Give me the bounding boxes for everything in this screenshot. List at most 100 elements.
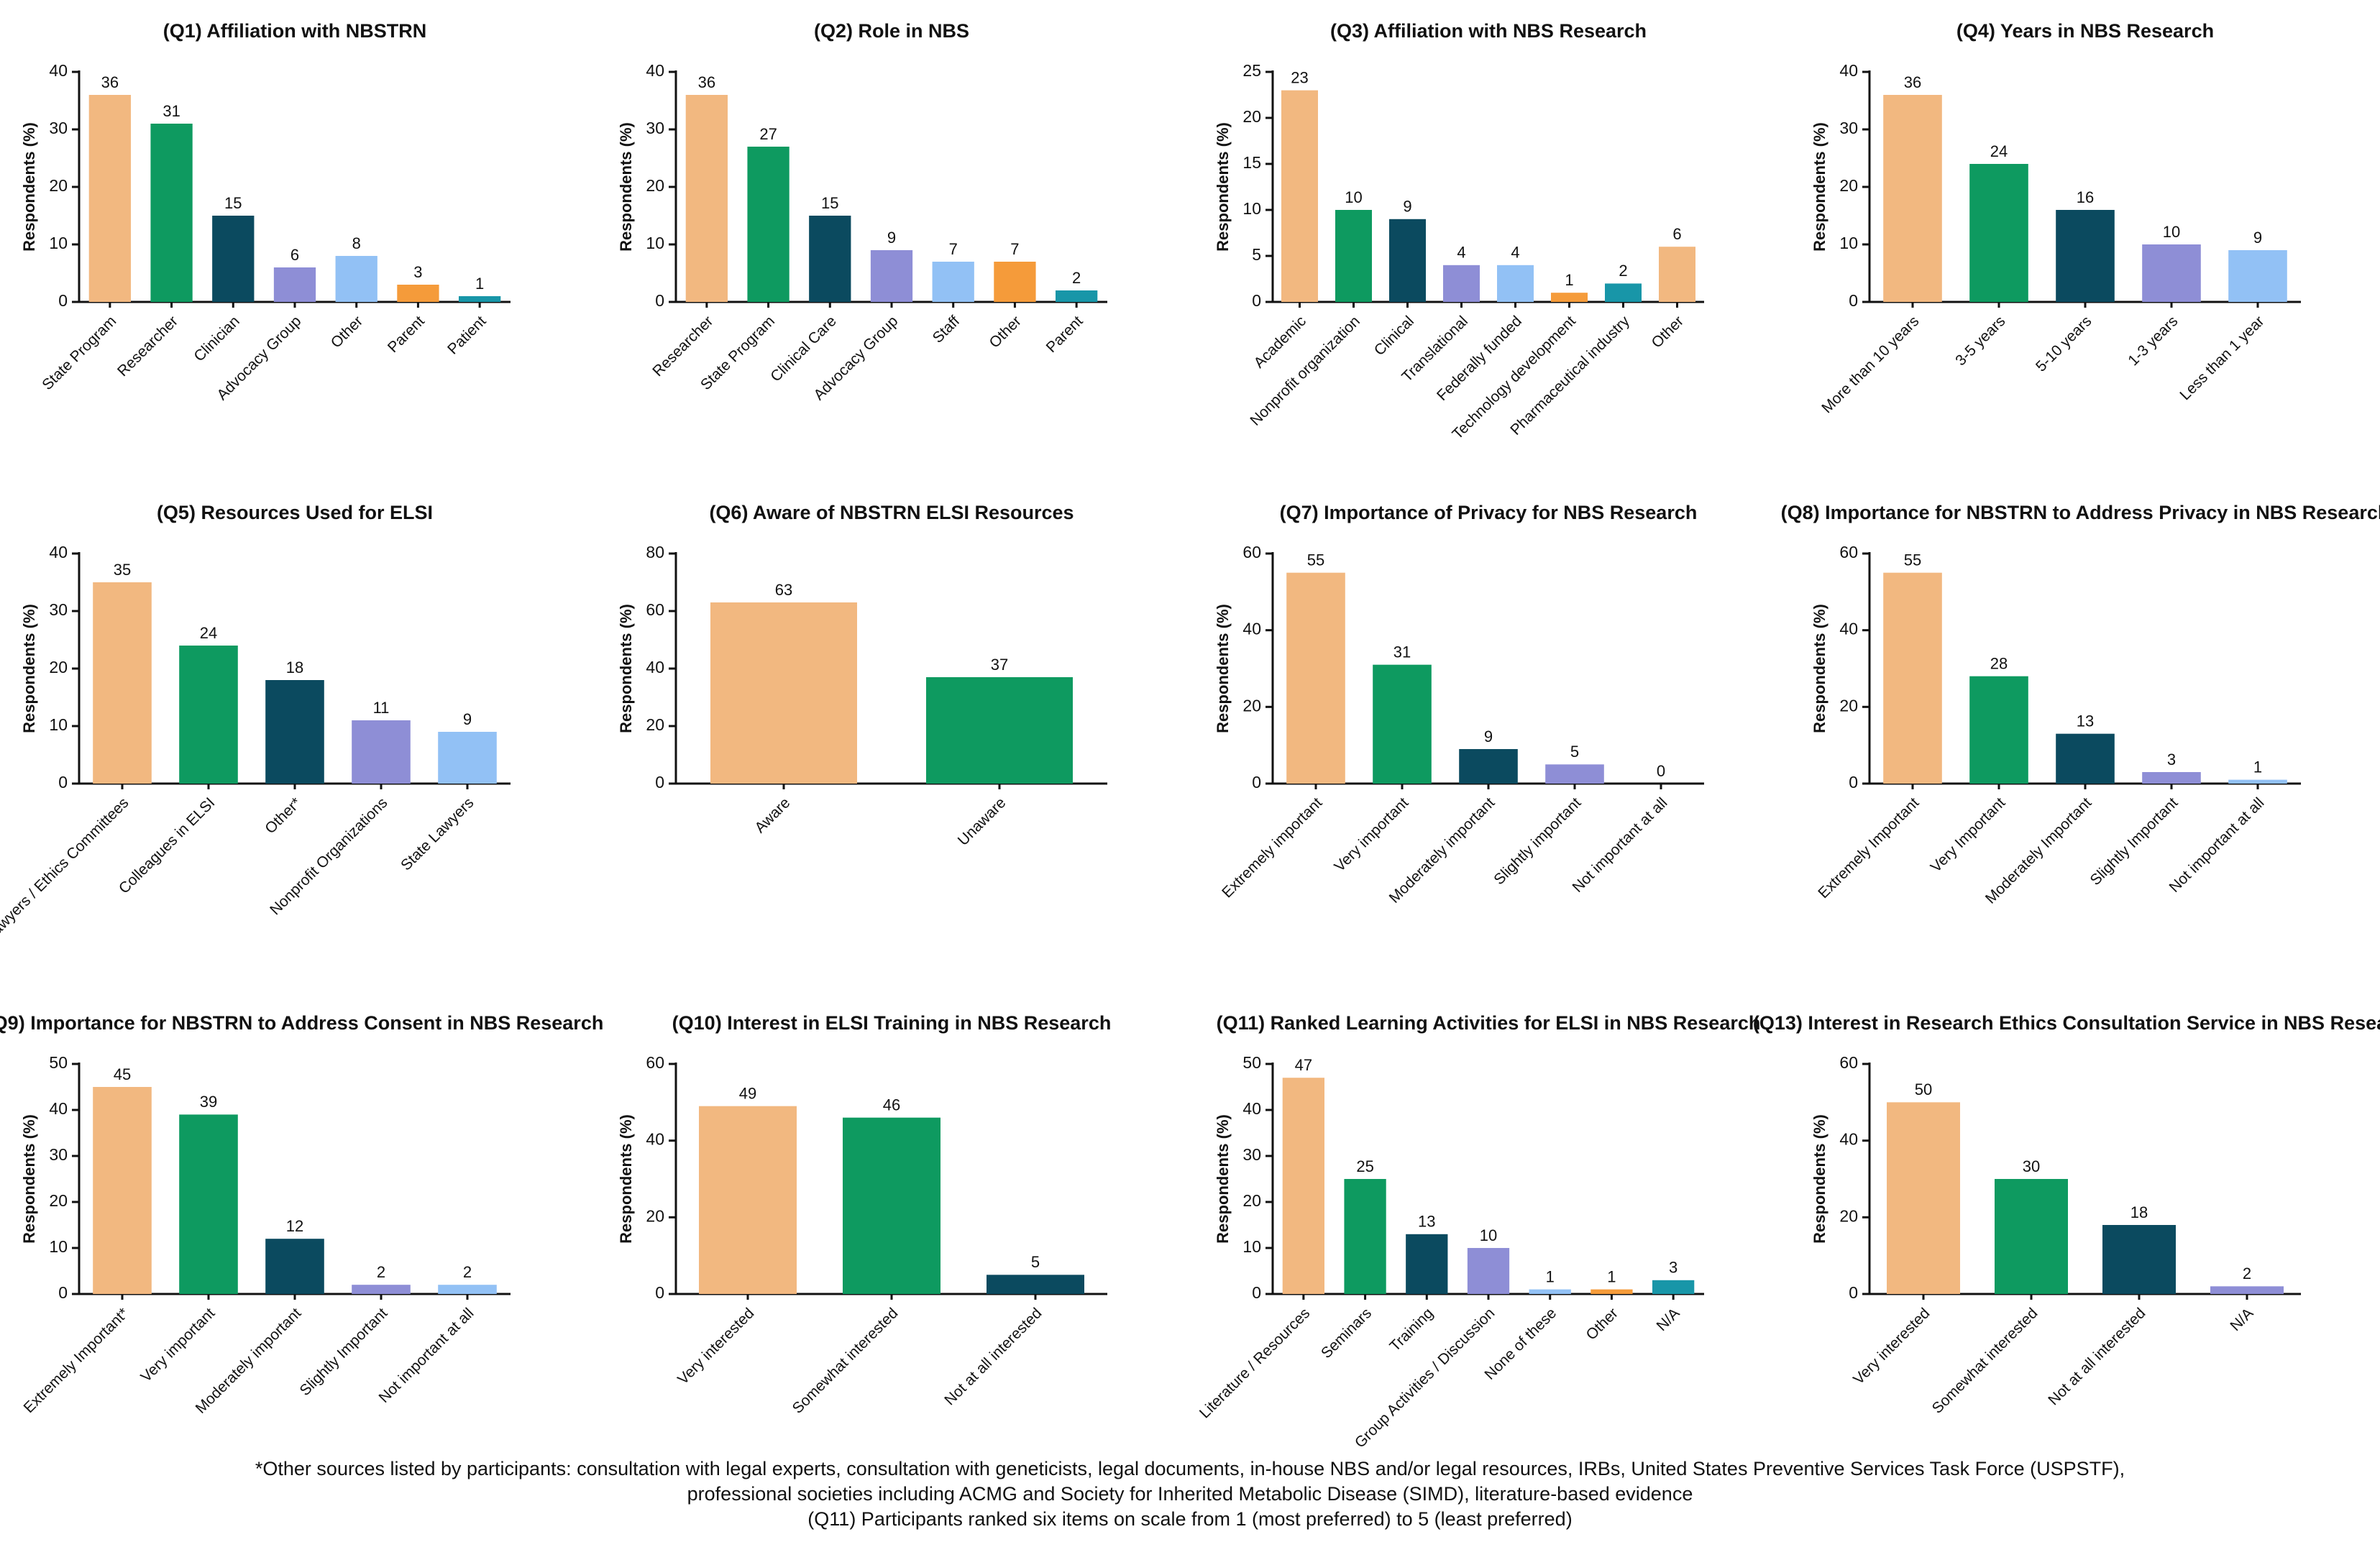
x-tick-label: Very Important — [1928, 794, 2009, 876]
y-tick-label: 10 — [1242, 1237, 1261, 1256]
bar — [335, 256, 377, 302]
y-tick-label: 40 — [646, 658, 664, 676]
x-tick-label: More than 10 years — [1818, 313, 1922, 416]
bar — [459, 296, 501, 302]
y-tick-label: 40 — [49, 543, 68, 561]
x-tick-label: Very interested — [1850, 1305, 1933, 1387]
bar — [1551, 293, 1588, 302]
bar — [1406, 1234, 1448, 1294]
value-label: 2 — [1619, 262, 1627, 280]
y-tick-label: 0 — [58, 1283, 68, 1302]
value-label: 36 — [101, 73, 119, 91]
y-axis-label: Respondents (%) — [20, 604, 38, 733]
y-tick-label: 0 — [1849, 291, 1858, 310]
bar — [2142, 244, 2201, 302]
bar — [179, 646, 238, 784]
bar — [2228, 779, 2287, 784]
value-label: 36 — [1904, 73, 1921, 91]
y-tick-label: 20 — [1839, 176, 1858, 195]
value-label: 49 — [739, 1084, 756, 1102]
bar — [93, 1087, 152, 1294]
bar — [88, 95, 131, 302]
value-label: 1 — [475, 275, 484, 293]
bar — [1591, 1289, 1633, 1294]
value-label: 18 — [2130, 1203, 2148, 1221]
x-tick-label: Very important — [137, 1305, 218, 1385]
chart-title: (Q10) Interest in ELSI Training in NBS R… — [672, 1012, 1112, 1034]
x-tick-label: Clinician — [191, 313, 242, 364]
x-tick-label: Extremely Important* — [21, 1305, 132, 1416]
chart-title: (Q6) Aware of NBSTRN ELSI Resources — [709, 502, 1074, 523]
y-tick-label: 30 — [646, 119, 664, 137]
y-axis-label: Respondents (%) — [1214, 122, 1232, 252]
y-tick-label: 0 — [1252, 1283, 1261, 1302]
x-tick-label: Researcher — [649, 313, 716, 380]
chart-title: (Q3) Affiliation with NBS Research — [1330, 20, 1647, 42]
chart-title: (Q13) Interest in Research Ethics Consul… — [1753, 1012, 2380, 1034]
value-label: 39 — [200, 1093, 217, 1111]
value-label: 37 — [991, 656, 1008, 674]
bar — [1652, 1280, 1695, 1294]
x-tick-label: Nonprofit organization — [1247, 313, 1363, 429]
x-tick-label: Seminars — [1318, 1305, 1375, 1362]
y-tick-label: 10 — [1839, 234, 1858, 252]
bar — [2056, 733, 2115, 784]
y-tick-label: 40 — [1839, 1130, 1858, 1149]
bar — [1344, 1179, 1386, 1294]
x-tick-label: 3-5 years — [1952, 313, 2008, 369]
x-tick-label: Parent — [1043, 313, 1086, 356]
y-axis-label: Respondents (%) — [1811, 1114, 1829, 1244]
bar — [2228, 250, 2287, 302]
chart-title: (Q5) Resources Used for ELSI — [157, 502, 433, 523]
value-label: 2 — [2243, 1265, 2251, 1282]
y-tick-label: 40 — [49, 1099, 68, 1118]
x-tick-label: Not important at all — [1570, 794, 1671, 896]
y-tick-label: 40 — [1242, 620, 1261, 638]
bar — [438, 1285, 497, 1294]
value-label: 9 — [1484, 728, 1493, 745]
y-tick-label: 10 — [49, 1237, 68, 1256]
bar — [1282, 1078, 1324, 1294]
y-tick-label: 60 — [1839, 1053, 1858, 1072]
y-tick-label: 60 — [1242, 543, 1261, 561]
x-tick-label: Literature / Resources — [1196, 1305, 1313, 1421]
value-label: 9 — [1403, 198, 1411, 216]
value-label: 7 — [1010, 240, 1019, 258]
x-tick-label: Not important at all — [376, 1305, 477, 1406]
value-label: 1 — [1546, 1267, 1555, 1285]
x-tick-label: Lawyers / Ethics Committees — [0, 794, 132, 944]
x-tick-label: Slightly important — [1491, 794, 1584, 888]
y-axis-label: Respondents (%) — [617, 122, 635, 252]
y-axis-label: Respondents (%) — [617, 604, 635, 733]
value-label: 2 — [1072, 269, 1081, 287]
bar — [1969, 676, 2028, 784]
chart-title: (Q9) Importance for NBSTRN to Address Co… — [0, 1012, 603, 1034]
x-tick-label: Slightly Important — [2087, 794, 2181, 889]
value-label: 25 — [1356, 1157, 1373, 1175]
bar — [1335, 210, 1372, 302]
bar — [1459, 749, 1518, 784]
bar — [926, 677, 1073, 784]
bar — [150, 124, 193, 302]
x-tick-label: Very interested — [674, 1305, 757, 1387]
y-tick-label: 30 — [49, 600, 68, 619]
y-tick-label: 15 — [1242, 153, 1261, 172]
value-label: 6 — [1672, 225, 1681, 243]
y-tick-label: 60 — [646, 600, 664, 619]
y-tick-label: 30 — [49, 1145, 68, 1164]
value-label: 30 — [2023, 1157, 2040, 1175]
value-label: 1 — [2253, 758, 2262, 776]
value-label: 31 — [163, 102, 180, 120]
footnote: (Q11) Participants ranked six items on s… — [807, 1508, 1572, 1530]
value-label: 24 — [1990, 142, 2008, 160]
x-tick-label: Training — [1386, 1305, 1436, 1354]
y-axis-label: Respondents (%) — [20, 122, 38, 252]
y-axis-label: Respondents (%) — [1811, 122, 1829, 252]
bar — [2142, 772, 2201, 784]
bar — [870, 250, 913, 302]
x-tick-label: Not important at all — [2166, 794, 2268, 896]
x-tick-label: Somewhat interested — [789, 1305, 902, 1417]
value-label: 45 — [114, 1065, 131, 1083]
value-label: 35 — [114, 561, 131, 579]
y-tick-label: 40 — [646, 1130, 664, 1149]
